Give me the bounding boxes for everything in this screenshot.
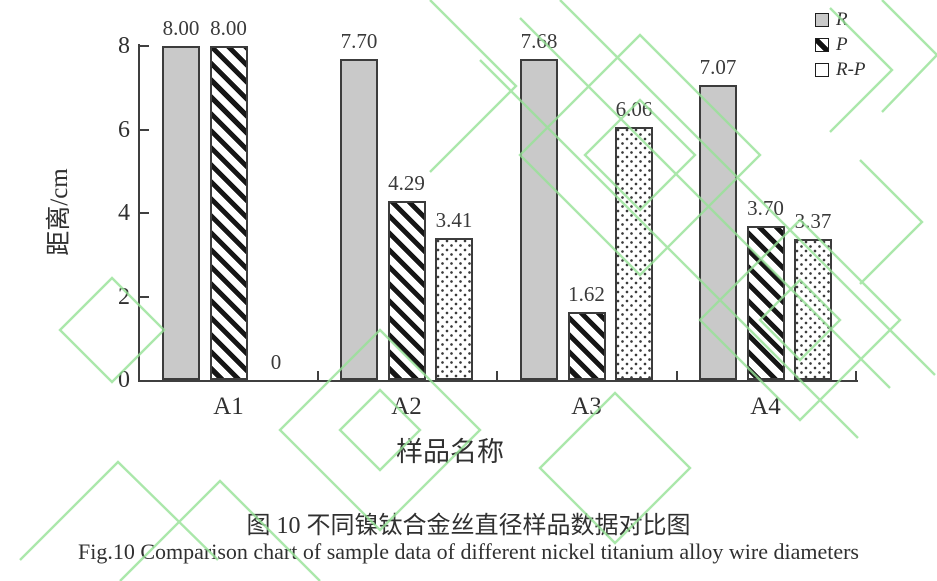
bar-A4-P (746, 225, 785, 380)
bar-A1-R (162, 46, 200, 380)
bar-A4-R-P (794, 239, 832, 380)
legend-swatch-R-P (815, 62, 829, 77)
y-tick-label: 4 (118, 200, 130, 226)
bar-A2-R-P (435, 237, 473, 380)
value-label-A2-P: 4.29 (388, 170, 425, 195)
y-tick (140, 212, 149, 214)
y-tick (140, 45, 149, 47)
plot-area: 0 2 4 6 8 8.00 8.00 0 A1 7.70 4.29 3.41 A2 7.68 1.62 6.… (118, 16, 858, 420)
x-axis-line (138, 380, 858, 382)
y-tick-label: 0 (118, 367, 130, 393)
y-axis-title: 距离/cm (46, 168, 73, 256)
legend-swatch-P (815, 37, 829, 52)
figure-caption-chinese: 图 10 不同镍钛合金丝直径样品数据对比图 (246, 513, 691, 539)
value-label-A3-R-P: 6.06 (615, 96, 653, 121)
x-tick (855, 371, 857, 380)
y-tick-label: 8 (118, 33, 130, 59)
legend-label-P: P (836, 34, 848, 55)
value-label-A4-R: 7.07 (699, 54, 737, 79)
value-label-A3-R: 7.68 (520, 29, 558, 54)
bar-A4-R (699, 84, 737, 380)
legend-label-R-P: R-P (836, 59, 866, 80)
legend: R P R-P (815, 7, 866, 82)
y-axis-line (138, 44, 140, 382)
legend-item-R: R (815, 7, 866, 32)
figure-caption-english: Fig.10 Comparison chart of sample data o… (78, 539, 859, 564)
x-tick (676, 371, 678, 380)
value-label-A1-P: 8.00 (210, 16, 247, 40)
value-label-A4-R-P: 3.37 (794, 209, 832, 234)
legend-label-R: R (836, 9, 848, 30)
y-tick (140, 128, 149, 131)
value-label-A2-R-P: 3.41 (435, 207, 473, 232)
x-axis-title: 样品名称 (396, 437, 504, 467)
category-label-A4: A4 (750, 393, 781, 420)
y-tick-label: 6 (118, 116, 130, 143)
bar-A3-P (567, 312, 606, 380)
category-label-A3: A3 (571, 393, 602, 420)
legend-item-R-P: R-P (815, 57, 866, 82)
category-label-A2: A2 (391, 393, 422, 420)
y-tick-label: 2 (118, 283, 130, 310)
value-label-A1-R: 8.00 (162, 16, 200, 40)
bar-A3-R-P (615, 126, 653, 380)
bar-A2-R (340, 58, 378, 380)
category-label-A1: A1 (213, 393, 244, 420)
y-tick (140, 295, 149, 298)
legend-swatch-R (815, 12, 829, 27)
bar-A1-P (209, 46, 248, 380)
value-label-A1-R-P: 0 (270, 350, 282, 374)
x-tick (496, 371, 498, 380)
bar-A3-R (520, 59, 558, 380)
value-label-A2-R: 7.70 (340, 28, 378, 53)
legend-item-P: P (815, 32, 866, 57)
